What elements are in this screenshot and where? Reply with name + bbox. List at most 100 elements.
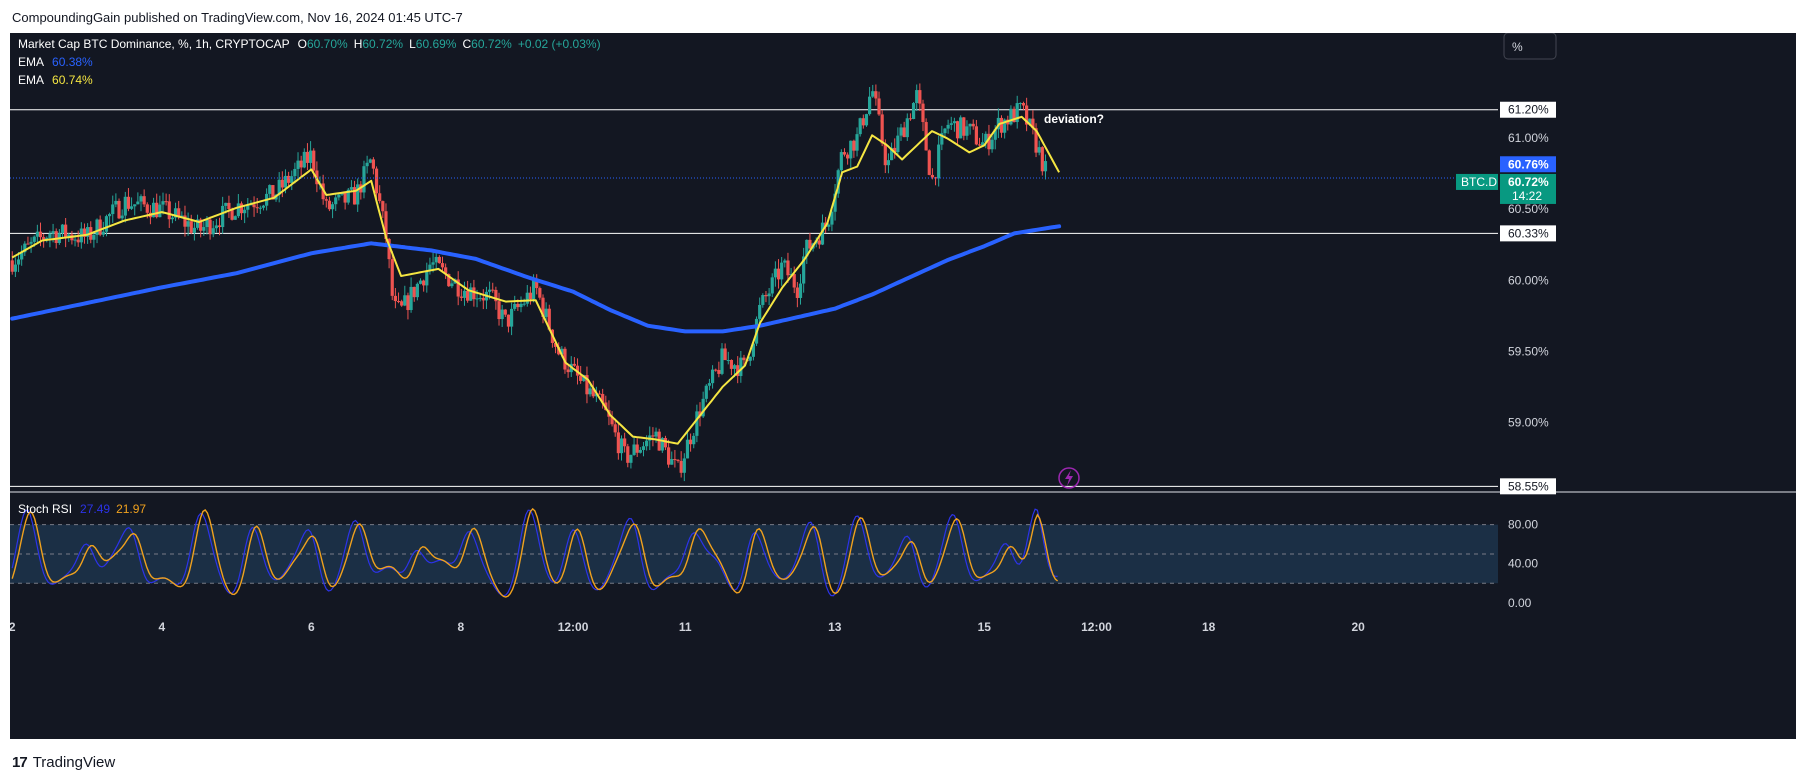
legend-h-label: H: [354, 37, 363, 51]
candle-body: [151, 202, 156, 218]
candle-body: [764, 295, 768, 297]
candle-body: [208, 219, 212, 235]
candle-body: [638, 449, 642, 453]
candle-body: [173, 208, 178, 218]
candle-body: [864, 114, 869, 126]
candle-body: [698, 411, 702, 417]
candle-body: [965, 126, 969, 136]
time-tick-label: 20: [1351, 620, 1365, 634]
lightning-icon[interactable]: [1058, 467, 1080, 489]
candle-body: [447, 274, 451, 287]
candle-body: [610, 416, 614, 425]
candle-body: [560, 348, 564, 355]
candle-body: [170, 217, 175, 220]
candle-body: [626, 446, 630, 463]
time-axis[interactable]: 2 4 6 8 12:00 11 13 15 12:00 18 20: [9, 620, 1365, 634]
candle-body: [758, 304, 762, 319]
candle-body: [519, 303, 523, 308]
candle-body: [927, 150, 931, 175]
brand[interactable]: 17 TradingView: [12, 754, 115, 771]
candle-body: [839, 152, 843, 171]
candle-body: [918, 90, 922, 104]
candle-body: [990, 139, 994, 150]
candle-body: [999, 117, 1004, 133]
candle-body: [786, 260, 790, 276]
candle-body: [516, 303, 520, 308]
legend-c-label: C: [462, 37, 471, 51]
candle-body: [403, 295, 407, 306]
candle-body: [1009, 108, 1013, 125]
candle-body: [107, 214, 112, 217]
candle-body: [1021, 103, 1026, 106]
candle-body: [384, 211, 388, 239]
candle-body: [1028, 118, 1032, 125]
stoch-legend[interactable]: Stoch RSI 27.49 21.97: [18, 502, 146, 516]
legend-symbol: Market Cap BTC Dominance, %, 1h, CRYPTOC…: [18, 37, 290, 51]
price-tick-label: 61.00%: [1508, 131, 1549, 145]
candle-body: [472, 287, 476, 300]
candle-body: [955, 121, 960, 139]
svg-text:61.20%: 61.20%: [1508, 103, 1549, 117]
candle-body: [268, 185, 272, 194]
time-tick-label: 15: [978, 620, 992, 634]
candle-body: [104, 216, 109, 232]
candle-body: [428, 264, 432, 271]
candle-body: [23, 243, 27, 253]
level-tag-upper: 61.20%: [1500, 101, 1556, 118]
candle-body: [522, 303, 526, 305]
price-tick-label: 60.00%: [1508, 273, 1549, 287]
candle-body: [1037, 147, 1041, 153]
legend-h-value: 60.72%: [362, 37, 403, 51]
candle-body: [186, 221, 190, 227]
candle-body: [933, 177, 938, 179]
candle-body: [396, 301, 401, 303]
candle-body: [111, 204, 115, 215]
tradingview-logo-icon: 17: [12, 754, 28, 771]
stoch-scale[interactable]: 80.00 40.00 0.00: [1508, 518, 1538, 610]
candle-body: [538, 288, 542, 298]
candle-body: [795, 287, 799, 298]
candle-body: [133, 204, 137, 207]
candle-body: [371, 159, 376, 169]
price-tick-label: 60.50%: [1508, 202, 1549, 216]
candle-body: [327, 200, 332, 210]
candle-body: [645, 440, 649, 447]
candle-body: [308, 150, 313, 163]
candle-body: [993, 129, 997, 140]
candle-body: [497, 301, 501, 320]
candle-body: [26, 243, 30, 245]
candle-body: [92, 234, 96, 240]
candle-body: [861, 118, 865, 126]
price-scale[interactable]: 61.00% 60.50% 60.00% 59.50% 59.00%: [1508, 131, 1549, 429]
candle-body: [202, 227, 206, 231]
candle-body: [230, 208, 234, 220]
candle-body: [959, 117, 963, 139]
svg-text:60.33%: 60.33%: [1508, 226, 1549, 240]
legend-ema-fast[interactable]: EMA 60.74%: [18, 73, 93, 87]
svg-text:14:22: 14:22: [1512, 189, 1542, 203]
candle-body: [736, 365, 740, 377]
legend-ema-slow[interactable]: EMA 60.38%: [18, 55, 93, 69]
candle-body: [858, 118, 862, 135]
candle-body: [877, 98, 881, 115]
symbol-tag[interactable]: BTC.D: [1456, 173, 1498, 190]
candle-body: [937, 144, 941, 179]
candle-body: [503, 309, 507, 315]
time-tick-label: 12:00: [1081, 620, 1112, 634]
chart-frame[interactable]: deviation? Market Cap BTC Dominance, %, …: [9, 32, 1796, 739]
candle-body: [962, 117, 966, 136]
candle-body: [450, 283, 454, 287]
deviation-annotation: deviation?: [1044, 112, 1104, 126]
candle-body: [915, 90, 919, 104]
percent-scale-button[interactable]: %: [1503, 32, 1557, 60]
level-tag-mid: 60.33%: [1500, 225, 1556, 242]
candle-body: [365, 162, 369, 167]
candle-body: [283, 175, 288, 188]
candle-body: [830, 211, 834, 225]
candle-body: [820, 222, 825, 245]
candle-body: [905, 118, 909, 138]
candle-body: [205, 219, 209, 228]
chart-canvas[interactable]: deviation? Market Cap BTC Dominance, %, …: [9, 32, 1796, 739]
candle-body: [531, 279, 536, 300]
candle-body: [35, 231, 39, 237]
